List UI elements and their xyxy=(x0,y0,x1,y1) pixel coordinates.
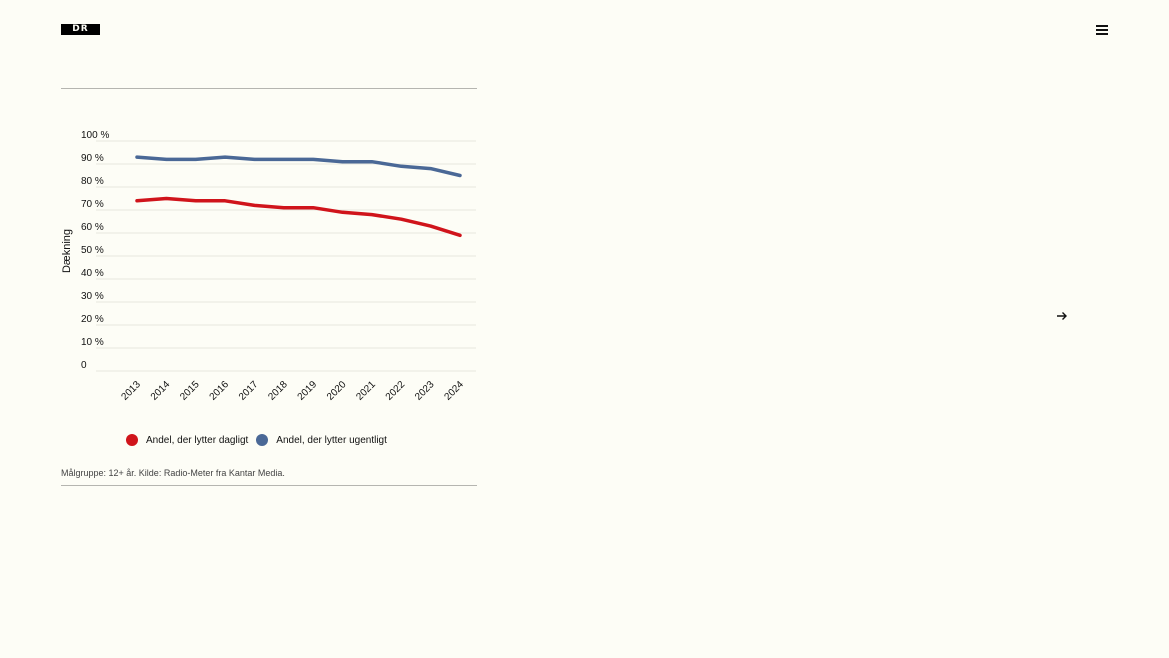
x-tick-label: 2014 xyxy=(149,379,173,403)
y-tick-label: 0 xyxy=(81,360,87,371)
x-tick-label: 2020 xyxy=(325,379,349,403)
legend-label-daily: Andel, der lytter dagligt xyxy=(146,434,249,446)
x-tick-label: 2023 xyxy=(413,379,437,403)
x-tick-label: 2024 xyxy=(442,379,466,403)
y-tick-label: 10 % xyxy=(81,337,104,348)
arrow-right-icon[interactable] xyxy=(1056,310,1068,322)
y-tick-label: 100 % xyxy=(81,130,109,141)
y-tick-label: 20 % xyxy=(81,314,104,325)
y-tick-labels: 0 10 % 20 % 30 % 40 % 50 % 60 % 70 % 80 % 90 % 100… xyxy=(81,130,109,371)
y-tick-label: 40 % xyxy=(81,268,104,279)
x-tick-label: 2021 xyxy=(354,379,378,403)
y-tick-label: 90 % xyxy=(81,153,104,164)
y-tick-label: 60 % xyxy=(81,222,104,233)
y-tick-label: 80 % xyxy=(81,176,104,187)
y-axis-label: Dækning xyxy=(61,228,73,274)
bottom-divider xyxy=(61,485,477,486)
x-tick-label: 2013 xyxy=(119,379,143,403)
x-tick-labels: 2013 2014 2015 2016 2017 2018 2019 2020 2021 2022… xyxy=(119,379,466,403)
chart-legend: Andel, der lytter dagligt Andel, der lyt… xyxy=(126,434,395,446)
legend-swatch-daily xyxy=(126,434,138,446)
x-tick-label: 2016 xyxy=(208,379,232,403)
legend-item-weekly[interactable]: Andel, der lytter ugentligt xyxy=(256,434,387,446)
legend-swatch-weekly xyxy=(256,434,269,446)
legend-label-weekly: Andel, der lytter ugentligt xyxy=(276,434,387,446)
x-tick-label: 2018 xyxy=(266,379,290,403)
y-tick-label: 30 % xyxy=(81,291,104,302)
y-tick-label: 70 % xyxy=(81,199,104,210)
series-line-weekly[interactable] xyxy=(135,155,462,178)
hamburger-menu-icon[interactable] xyxy=(1096,24,1108,35)
series-lines xyxy=(135,155,462,238)
top-divider xyxy=(61,88,477,89)
source-note: Målgruppe: 12+ år. Kilde: Radio-Meter fr… xyxy=(61,468,285,478)
legend-item-daily[interactable]: Andel, der lytter dagligt xyxy=(126,434,248,446)
x-tick-label: 2022 xyxy=(384,379,408,403)
x-tick-label: 2019 xyxy=(296,379,320,403)
y-tick-label: 50 % xyxy=(81,245,104,256)
series-line-daily[interactable] xyxy=(135,196,462,238)
x-tick-label: 2015 xyxy=(178,379,202,403)
dr-logo[interactable]: DR xyxy=(61,24,100,35)
grid-lines xyxy=(96,140,476,372)
x-tick-label: 2017 xyxy=(237,379,261,403)
